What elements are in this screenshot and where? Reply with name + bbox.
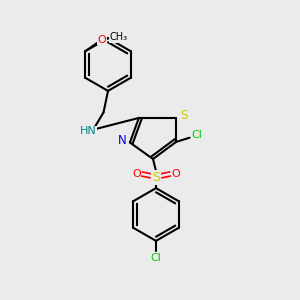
Text: S: S [180,109,187,122]
Text: CH₃: CH₃ [110,32,128,43]
Text: O: O [171,169,180,179]
Text: Cl: Cl [151,253,161,263]
Text: HN: HN [80,126,96,136]
Text: O: O [132,169,141,179]
Text: O: O [97,35,106,45]
Text: Cl: Cl [192,130,203,140]
Text: S: S [152,171,160,184]
Text: N: N [118,134,127,148]
